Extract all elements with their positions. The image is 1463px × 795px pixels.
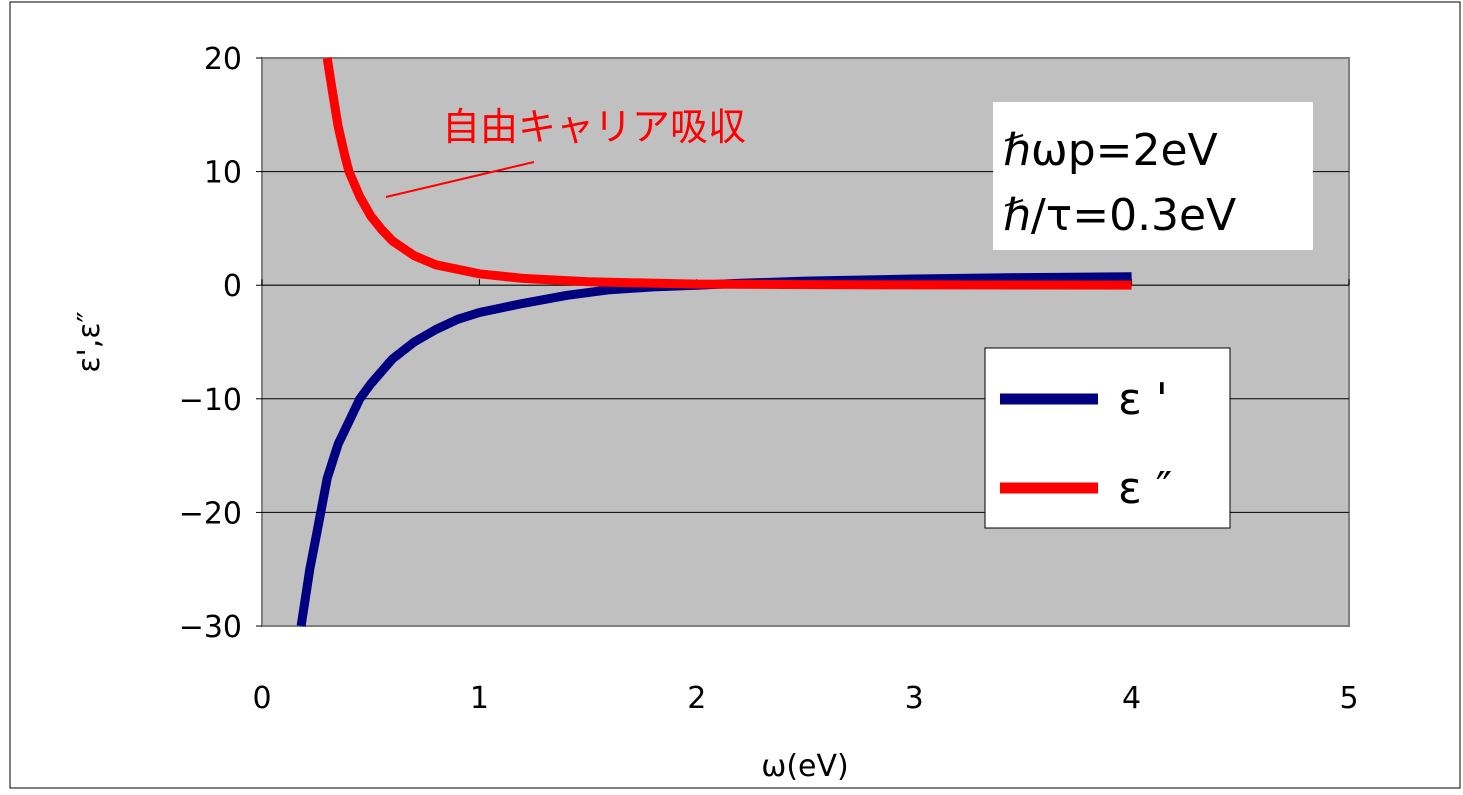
y-tick-label-0: 20	[204, 42, 242, 77]
y-axis-title: ε',ε″	[72, 311, 107, 372]
x-tick-label-2: 2	[687, 681, 706, 716]
x-axis-title: ω(eV)	[761, 749, 849, 784]
y-tick-label-5: −30	[179, 610, 242, 645]
y-tick-label-1: 10	[204, 156, 242, 191]
y-tick-label-4: −20	[179, 496, 242, 531]
legend-label-epsilon-imag: ε ″	[1118, 463, 1172, 514]
parameter-damping: ℏ/τ=0.3eV	[1003, 190, 1236, 241]
annotation-label: 自由キャリア吸収	[442, 105, 746, 149]
x-tick-label-4: 4	[1122, 681, 1141, 716]
y-tick-label-3: −10	[179, 383, 242, 418]
legend-box	[984, 347, 1231, 529]
x-tick-label-1: 1	[470, 681, 489, 716]
legend-label-epsilon-real: ε '	[1118, 374, 1168, 425]
x-tick-labels: 0 1 2 3 4 5	[252, 279, 1359, 716]
y-tick-label-2: 0	[223, 269, 242, 304]
annotation-pointer-line	[385, 161, 535, 198]
parameter-plasma-energy: ℏωp=2eV	[1003, 125, 1218, 176]
x-tick-label-0: 0	[252, 681, 271, 716]
parameter-box	[993, 102, 1313, 250]
series-line-1	[322, 57, 1132, 290]
x-tick-label-5: 5	[1339, 681, 1358, 716]
series-layer	[296, 57, 1132, 627]
y-tick-labels: 20 10 0 −10 −20 −30	[179, 42, 262, 645]
x-tick-label-3: 3	[905, 681, 924, 716]
